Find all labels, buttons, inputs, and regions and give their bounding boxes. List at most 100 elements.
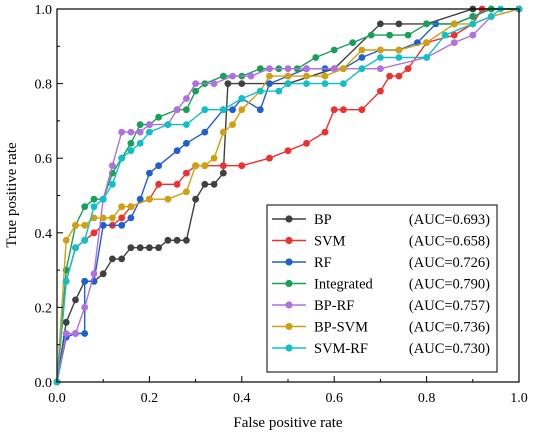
x-tick-label: 1.0 bbox=[510, 391, 528, 406]
data-point bbox=[358, 46, 366, 54]
data-point bbox=[395, 46, 403, 54]
data-point bbox=[210, 180, 218, 188]
data-point bbox=[441, 31, 449, 39]
data-point bbox=[303, 65, 310, 73]
data-point bbox=[146, 121, 153, 128]
data-point bbox=[81, 236, 89, 244]
data-point bbox=[450, 31, 458, 39]
data-point bbox=[81, 203, 89, 211]
data-point bbox=[340, 65, 347, 73]
legend-swatch-marker bbox=[285, 236, 293, 245]
data-point bbox=[247, 72, 255, 80]
data-point bbox=[72, 330, 79, 337]
data-point bbox=[155, 162, 163, 170]
series-bp-svm bbox=[53, 5, 523, 386]
data-point bbox=[423, 54, 430, 61]
data-point bbox=[183, 95, 190, 102]
axis-ticks: 0.0 0.2 0.4 0.6 0.8 1.0 0.0 0.2 0.4 0.6 0.8 1.0 bbox=[35, 3, 528, 406]
data-point bbox=[173, 106, 181, 114]
data-point bbox=[229, 72, 237, 80]
legend-auc-label: (AUC=0.736) bbox=[409, 320, 490, 336]
data-point bbox=[118, 154, 126, 162]
data-point bbox=[192, 195, 200, 203]
data-point bbox=[164, 195, 172, 203]
data-point bbox=[109, 255, 116, 263]
data-point bbox=[450, 39, 458, 46]
data-point bbox=[284, 80, 292, 87]
legend-swatch-marker bbox=[285, 301, 293, 309]
data-point bbox=[173, 236, 181, 244]
legend-auc-label: (AUC=0.790) bbox=[409, 277, 490, 293]
data-point bbox=[266, 65, 273, 73]
legend-auc-label: (AUC=0.726) bbox=[409, 255, 490, 271]
data-point bbox=[183, 139, 190, 147]
data-point bbox=[62, 236, 70, 244]
data-point bbox=[238, 162, 246, 170]
data-point bbox=[62, 318, 70, 326]
data-point bbox=[404, 65, 412, 73]
data-point bbox=[358, 106, 366, 114]
data-point bbox=[136, 128, 144, 136]
data-point bbox=[136, 244, 144, 252]
data-point bbox=[377, 54, 384, 61]
data-point bbox=[404, 31, 412, 39]
legend-swatch-marker bbox=[285, 322, 293, 331]
data-point bbox=[423, 39, 430, 46]
data-point bbox=[183, 169, 190, 177]
data-point bbox=[224, 80, 232, 87]
x-tick-label: 0.2 bbox=[141, 391, 159, 406]
data-point bbox=[201, 180, 209, 188]
data-point bbox=[90, 195, 98, 203]
legend-swatch-marker bbox=[285, 215, 293, 223]
data-point bbox=[386, 31, 393, 39]
data-point bbox=[219, 106, 227, 114]
data-point bbox=[127, 203, 135, 211]
data-point bbox=[155, 180, 163, 188]
data-point bbox=[321, 80, 329, 87]
data-point bbox=[127, 214, 135, 222]
data-point bbox=[423, 20, 430, 28]
legend-item: SVM-RF (AUC=0.730) bbox=[272, 341, 490, 357]
data-point bbox=[99, 221, 107, 229]
data-point bbox=[192, 80, 200, 87]
data-point bbox=[127, 147, 135, 155]
data-point bbox=[266, 154, 273, 162]
data-point bbox=[173, 180, 181, 188]
legend-item: BP-RF (AUC=0.757) bbox=[272, 298, 490, 314]
data-point bbox=[256, 87, 264, 95]
data-point bbox=[72, 296, 79, 304]
data-point bbox=[146, 244, 153, 252]
legend-box bbox=[266, 204, 498, 373]
data-point bbox=[238, 106, 246, 114]
data-point bbox=[155, 113, 163, 121]
data-point bbox=[62, 277, 70, 285]
data-point bbox=[90, 270, 98, 278]
data-point bbox=[173, 147, 181, 155]
data-point bbox=[164, 236, 172, 244]
data-point bbox=[450, 20, 458, 28]
data-point bbox=[136, 139, 144, 147]
data-point bbox=[155, 244, 163, 252]
x-tick-label: 0.4 bbox=[233, 391, 251, 406]
data-point bbox=[303, 80, 310, 87]
legend-swatch-marker bbox=[285, 344, 293, 352]
data-point bbox=[118, 203, 126, 211]
x-tick-label: 0.6 bbox=[325, 391, 343, 406]
legend-item: SVM (AUC=0.658) bbox=[272, 234, 490, 250]
legend-auc-label: (AUC=0.730) bbox=[409, 341, 490, 357]
data-point bbox=[395, 72, 403, 80]
data-point bbox=[340, 80, 347, 87]
legend-item: RF (AUC=0.726) bbox=[272, 255, 490, 271]
data-point bbox=[321, 128, 329, 136]
data-point bbox=[266, 80, 273, 87]
data-point bbox=[469, 31, 477, 39]
data-point bbox=[99, 270, 107, 278]
data-point bbox=[377, 20, 384, 28]
data-point bbox=[395, 54, 403, 61]
y-tick-label: 1.0 bbox=[35, 3, 53, 18]
data-point bbox=[192, 162, 200, 170]
data-point bbox=[90, 229, 98, 237]
data-point bbox=[219, 72, 227, 80]
data-point bbox=[192, 87, 200, 95]
